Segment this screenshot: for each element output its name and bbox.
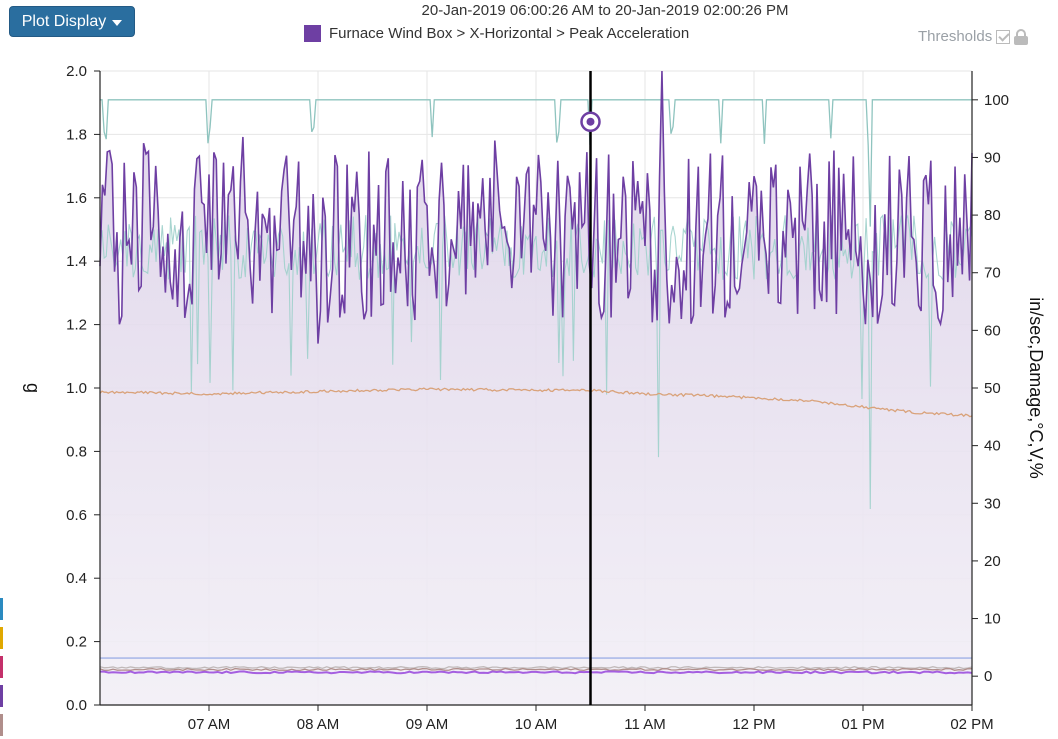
caret-down-icon: [112, 19, 123, 26]
tick-label-right: 0: [984, 668, 992, 685]
y-axis-label-right: in/sec,Damage,°C,V,%: [1026, 297, 1046, 479]
tick-label-right: 20: [984, 553, 1001, 570]
legend[interactable]: Furnace Wind Box > X-Horizontal > Peak A…: [304, 25, 689, 42]
tick-label-right: 90: [984, 149, 1001, 166]
legend-label: Furnace Wind Box > X-Horizontal > Peak A…: [329, 25, 690, 42]
side-color-strip: [0, 656, 3, 678]
tick-label-right: 30: [984, 495, 1001, 512]
chart-title: 20-Jan-2019 06:00:26 AM to 20-Jan-2019 0…: [421, 2, 789, 19]
tick-label-left: 0.8: [66, 443, 87, 460]
series-line-teal-top: [100, 99, 972, 227]
side-color-strip: [0, 598, 3, 620]
tick-label-left: 1.6: [66, 190, 87, 207]
tick-label-right: 70: [984, 265, 1001, 282]
cursor[interactable]: [580, 71, 601, 705]
thresholds-toggle[interactable]: Thresholds: [918, 28, 1029, 45]
tick-label-left: 1.0: [66, 380, 87, 397]
side-color-strip: [0, 627, 3, 649]
area-fill: [100, 71, 972, 705]
tick-label-left: 0.4: [66, 570, 87, 587]
lock-icon[interactable]: [1014, 28, 1029, 45]
tick-label-x: 07 AM: [188, 716, 231, 733]
tick-label-left: 0.2: [66, 634, 87, 651]
series-line-flat: [99, 665, 973, 670]
tick-label-right: 60: [984, 322, 1001, 339]
tick-label-left: 0.6: [66, 507, 87, 524]
tick-label-left: 2.0: [66, 63, 87, 80]
cursor-marker-dot: [586, 117, 595, 126]
tick-label-left: 1.8: [66, 126, 87, 143]
tick-label-x: 08 AM: [297, 716, 340, 733]
tick-label-left: 0.0: [66, 697, 87, 714]
axes: 0.0 0.2 0.4 0.6 0.8 1.0 1.2 1.4 1.6 1.8 2.0 0 10 20 30…: [66, 63, 1009, 733]
series-line-temperature: [99, 387, 973, 418]
tick-label-right: 100: [984, 92, 1009, 109]
side-color-strip: [0, 685, 3, 707]
tick-label-right: 50: [984, 380, 1001, 397]
series-fill-purple: [100, 71, 972, 705]
series-lines: [99, 70, 973, 675]
y-axis-label-left: g: [23, 383, 43, 393]
tick-label-x: 09 AM: [406, 716, 449, 733]
tick-label-left: 1.2: [66, 317, 87, 334]
tick-label-x: 10 AM: [515, 716, 558, 733]
series-line-flat: [99, 670, 973, 675]
series-line-peak-acceleration: [99, 70, 973, 344]
tick-label-x: 12 PM: [732, 716, 775, 733]
series-line-flat: [99, 667, 973, 672]
checkbox-icon[interactable]: [996, 29, 1011, 44]
plot-display-button[interactable]: Plot Display: [9, 6, 135, 37]
thresholds-label: Thresholds: [918, 28, 993, 45]
tick-label-right: 10: [984, 611, 1001, 628]
tick-label-left: 1.4: [66, 253, 87, 270]
tick-label-x: 01 PM: [841, 716, 884, 733]
tick-label-x: 11 AM: [624, 716, 665, 733]
tick-label-x: 02 PM: [950, 716, 993, 733]
legend-swatch: [304, 25, 321, 42]
side-color-strip: [0, 714, 3, 736]
plot-display-label: Plot Display: [21, 12, 107, 30]
tick-label-right: 40: [984, 438, 1001, 455]
tick-label-right: 80: [984, 207, 1001, 224]
